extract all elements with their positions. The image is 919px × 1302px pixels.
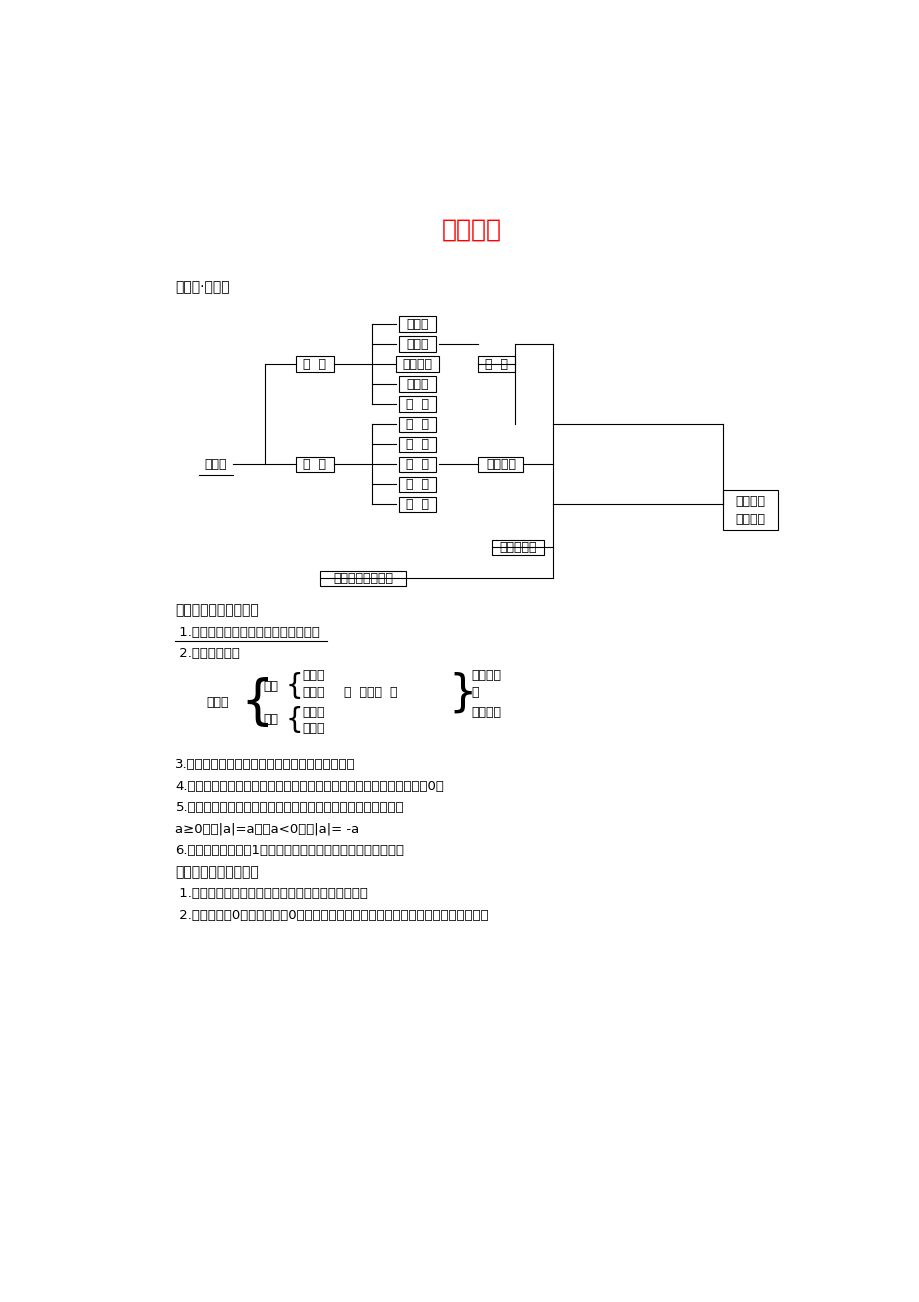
Text: {: { [285,706,302,734]
Text: 有理数: 有理数 [405,318,428,331]
Text: 或  有理数  零: 或 有理数 零 [344,686,397,699]
Text: 乘  法: 乘 法 [405,458,428,471]
Text: 正分数: 正分数 [302,707,324,720]
FancyBboxPatch shape [398,496,436,512]
FancyBboxPatch shape [478,457,523,471]
Text: 有理数: 有理数 [204,458,227,471]
Text: 一、有理数的有关概念: 一、有理数的有关概念 [176,604,259,617]
Text: 分数: 分数 [264,713,278,727]
Text: 5.绝对值：一个数的绝对值就是表示这个数的点到原点的距离。: 5.绝对值：一个数的绝对值就是表示这个数的点到原点的距离。 [176,801,403,814]
FancyBboxPatch shape [296,457,334,471]
Text: 减  法: 减 法 [405,437,428,450]
Text: 混合运算: 混合运算 [485,458,516,471]
Text: 【知识·框架】: 【知识·框架】 [176,280,230,294]
Text: 零: 零 [471,686,479,699]
FancyBboxPatch shape [398,436,436,452]
FancyBboxPatch shape [319,570,406,586]
Text: 运  算: 运 算 [303,458,326,471]
FancyBboxPatch shape [398,397,436,411]
FancyBboxPatch shape [491,540,544,555]
Text: 负整数: 负整数 [302,686,324,699]
Text: 倒  数: 倒 数 [405,397,428,410]
Text: 2.有理数分类：: 2.有理数分类： [176,647,240,660]
Text: 负分数: 负分数 [302,721,324,734]
FancyBboxPatch shape [395,357,438,372]
Text: 4.相反数：绝对值相等，符号相反的两个数互为相反数，零的相反数是0。: 4.相反数：绝对值相等，符号相反的两个数互为相反数，零的相反数是0。 [176,780,444,793]
Text: 3.数轴：规定了原点、正方向及单位长度的直线。: 3.数轴：规定了原点、正方向及单位长度的直线。 [176,758,356,771]
Text: 整数: 整数 [264,680,278,693]
FancyBboxPatch shape [721,491,777,530]
Text: 1.有理数：整数和分数统称为有理数。: 1.有理数：整数和分数统称为有理数。 [176,625,320,638]
Text: a≥0时，|a|=a；当a<0时，|a|= -a: a≥0时，|a|=a；当a<0时，|a|= -a [176,823,359,836]
Text: 归纳整合: 归纳整合 [441,217,501,241]
Text: 进行简单: 进行简单 [734,513,765,526]
Text: 负有理数: 负有理数 [471,707,501,720]
Text: 正有理数: 正有理数 [471,669,501,682]
FancyBboxPatch shape [398,376,436,392]
FancyBboxPatch shape [296,357,334,372]
Text: 近似数与有效数字: 近似数与有效数字 [333,572,392,585]
Text: 除  法: 除 法 [405,478,428,491]
FancyBboxPatch shape [398,336,436,352]
Text: 乘  方: 乘 方 [405,497,428,510]
Text: 正整数: 正整数 [302,669,324,682]
FancyBboxPatch shape [398,457,436,471]
Text: 6.倒数：两数之积为1，则这两个数互为倒数（零没有倒数）。: 6.倒数：两数之积为1，则这两个数互为倒数（零没有倒数）。 [176,844,404,857]
Text: 加  法: 加 法 [405,418,428,431]
Text: 科学记数法: 科学记数法 [499,540,536,553]
Text: 大小比较: 大小比较 [402,358,432,371]
FancyBboxPatch shape [398,316,436,332]
FancyBboxPatch shape [477,357,515,372]
Text: 用计算器: 用计算器 [734,495,765,508]
Text: 概  念: 概 念 [303,358,326,371]
Text: {: { [240,677,274,729]
FancyBboxPatch shape [398,477,436,492]
Text: }: } [448,672,476,715]
Text: 二、有理数的大小比较: 二、有理数的大小比较 [176,866,259,879]
Text: 1.通过数轴比较，数轴上右边的数总比左边的数大。: 1.通过数轴比较，数轴上右边的数总比左边的数大。 [176,888,368,901]
Text: 数  轴: 数 轴 [484,358,507,371]
Text: 相反数: 相反数 [405,337,428,350]
Text: {: { [285,672,302,700]
FancyBboxPatch shape [398,417,436,432]
Text: 有理数: 有理数 [206,697,229,710]
Text: 2.正数都大于0，负数都小于0，正数大于一切负数；两个负数，绝对值大的反而小。: 2.正数都大于0，负数都小于0，正数大于一切负数；两个负数，绝对值大的反而小。 [176,909,489,922]
Text: 绝对值: 绝对值 [405,378,428,391]
